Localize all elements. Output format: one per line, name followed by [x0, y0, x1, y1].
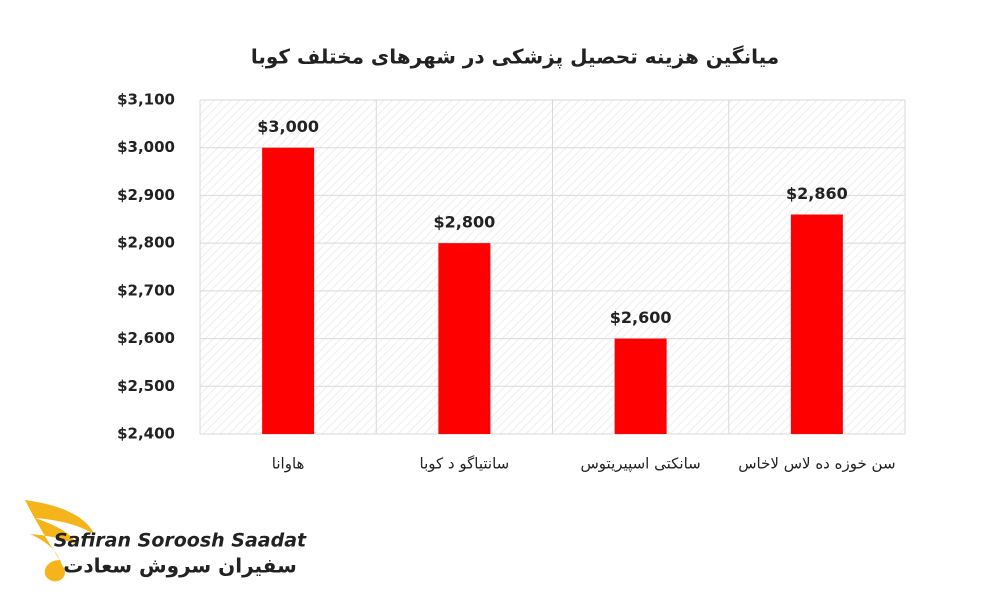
- logo-wing: [25, 500, 95, 582]
- logo-name-fa: سفیران سروش سعادت: [63, 554, 297, 578]
- value-label: $3,000: [257, 117, 319, 136]
- bar: [614, 338, 667, 434]
- logo: Safiran Soroosh Saadat سفیران سروش سعادت: [25, 500, 307, 582]
- y-tick-label: $2,400: [117, 425, 175, 443]
- logo-name-en: Safiran Soroosh Saadat: [54, 530, 307, 552]
- x-tick-label: سانتیاگو د کوبا: [420, 455, 510, 473]
- y-tick-label: $3,100: [117, 91, 175, 109]
- x-tick-label: هاوانا: [272, 455, 305, 473]
- y-tick-label: $2,900: [117, 186, 175, 204]
- value-label: $2,860: [786, 184, 848, 203]
- value-label: $2,600: [610, 308, 672, 327]
- y-tick-label: $2,800: [117, 234, 175, 252]
- x-tick-label: سانکتی اسپیریتوس: [581, 455, 701, 474]
- bar: [262, 147, 315, 434]
- y-tick-label: $2,600: [117, 329, 175, 347]
- y-tick-label: $3,000: [117, 138, 175, 156]
- chart-title: میانگین هزینه تحصیل پزشکی در شهرهای مختل…: [251, 45, 779, 70]
- bar: [790, 214, 843, 434]
- bar: [438, 243, 491, 434]
- y-tick-label: $2,500: [117, 377, 175, 395]
- y-tick-label: $2,700: [117, 281, 175, 299]
- value-label: $2,800: [434, 213, 496, 232]
- x-tick-label: سن خوزه ده لاس لاخاس: [738, 455, 895, 473]
